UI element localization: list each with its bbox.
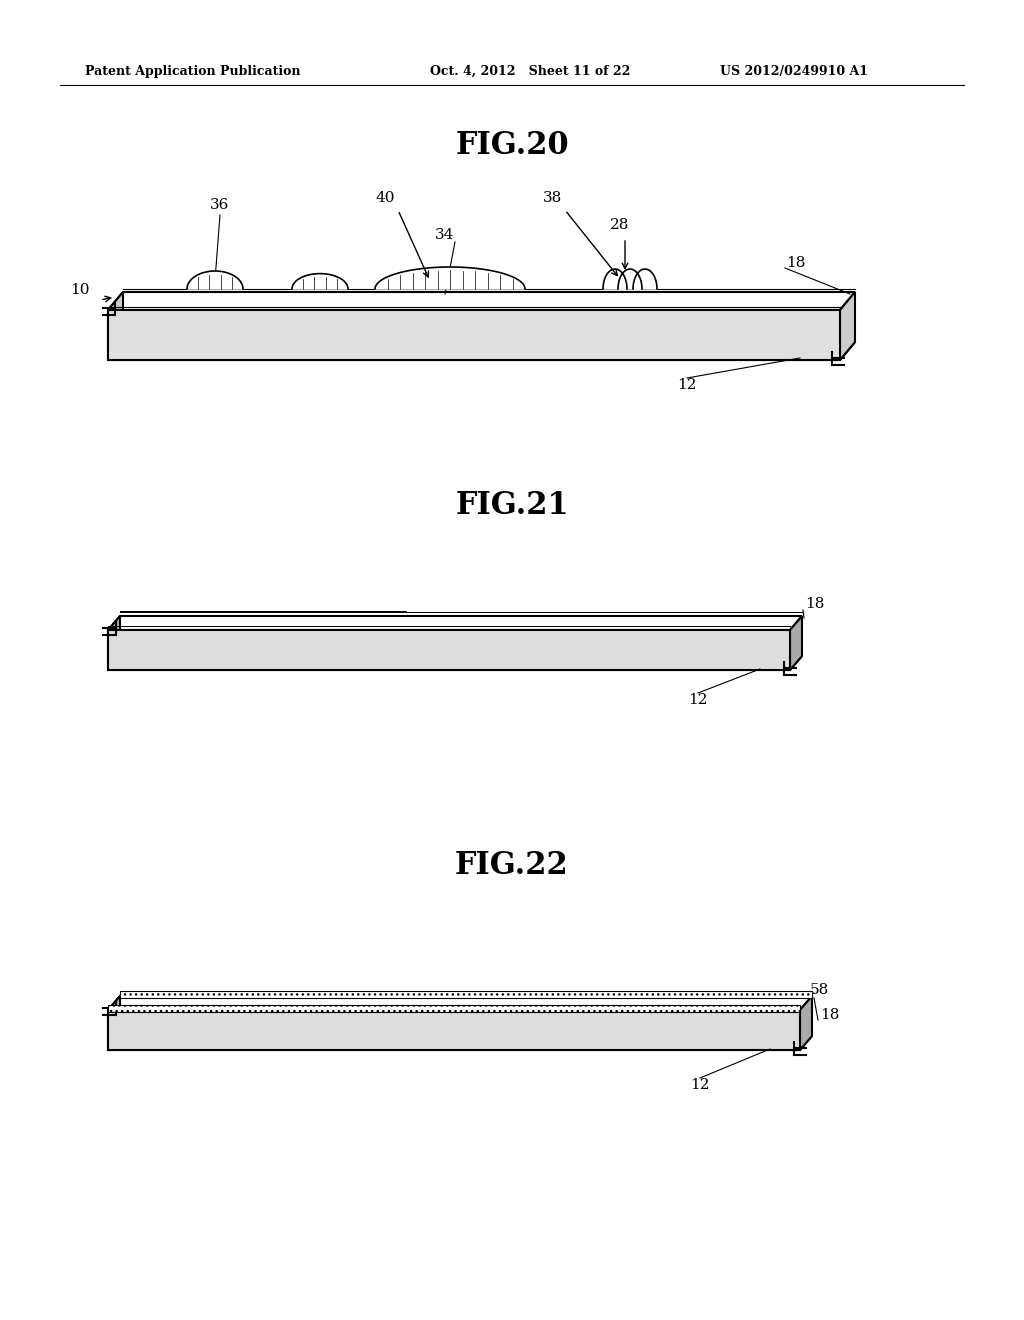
- Text: 40: 40: [375, 191, 394, 205]
- Polygon shape: [800, 997, 812, 1049]
- Polygon shape: [108, 616, 802, 630]
- Polygon shape: [108, 656, 802, 671]
- Polygon shape: [108, 292, 855, 310]
- Polygon shape: [108, 1005, 800, 1012]
- Polygon shape: [108, 997, 812, 1010]
- Polygon shape: [108, 616, 120, 671]
- Text: 12: 12: [688, 693, 708, 708]
- Polygon shape: [120, 991, 812, 998]
- Text: 58: 58: [810, 983, 829, 997]
- Text: 10: 10: [71, 282, 90, 297]
- Text: FIG.22: FIG.22: [455, 850, 569, 880]
- Text: US 2012/0249910 A1: US 2012/0249910 A1: [720, 65, 868, 78]
- Text: Patent Application Publication: Patent Application Publication: [85, 65, 300, 78]
- Text: FIG.20: FIG.20: [456, 129, 568, 161]
- Text: 34: 34: [435, 228, 455, 242]
- Text: FIG.21: FIG.21: [456, 490, 568, 521]
- Text: 18: 18: [805, 597, 824, 611]
- Polygon shape: [603, 269, 627, 289]
- Text: 18: 18: [786, 256, 805, 271]
- Polygon shape: [790, 616, 802, 671]
- Polygon shape: [618, 269, 642, 289]
- Text: 28: 28: [610, 218, 630, 232]
- Text: Oct. 4, 2012   Sheet 11 of 22: Oct. 4, 2012 Sheet 11 of 22: [430, 65, 631, 78]
- Polygon shape: [108, 1036, 812, 1049]
- Text: 38: 38: [544, 191, 562, 205]
- Polygon shape: [108, 1010, 800, 1049]
- Polygon shape: [108, 630, 790, 671]
- Polygon shape: [108, 342, 855, 360]
- Polygon shape: [187, 271, 243, 289]
- Text: 12: 12: [690, 1078, 710, 1092]
- Polygon shape: [840, 292, 855, 360]
- Polygon shape: [292, 273, 348, 289]
- Polygon shape: [108, 292, 123, 360]
- Text: 18: 18: [820, 1008, 840, 1022]
- Polygon shape: [633, 269, 657, 289]
- Polygon shape: [108, 310, 840, 360]
- Polygon shape: [108, 997, 120, 1049]
- Text: 36: 36: [210, 198, 229, 213]
- Polygon shape: [375, 267, 525, 289]
- Text: 12: 12: [677, 378, 696, 392]
